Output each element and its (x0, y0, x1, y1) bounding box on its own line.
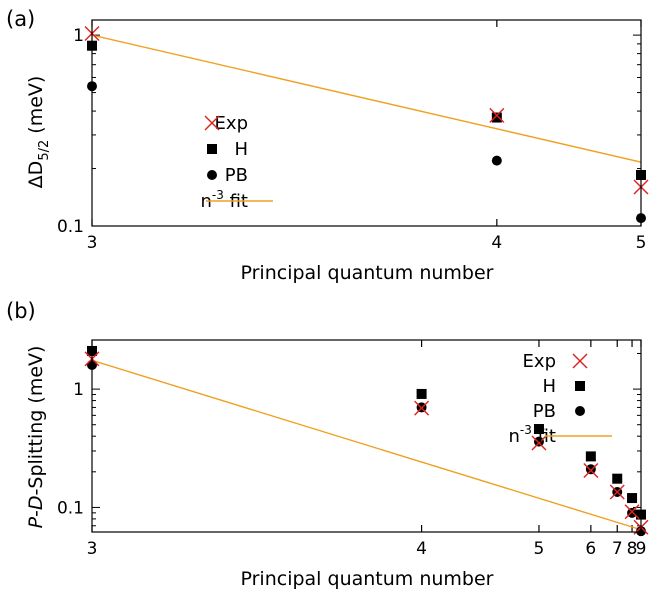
y-axis-label-b-d: D (25, 495, 47, 510)
exp-point-b-8 (624, 504, 640, 520)
h-point-b-8 (627, 493, 638, 504)
panel-a: (a) ΔD5/2 (meV) Principal quantum number… (6, 7, 649, 284)
y-tick-label-b-1: 1 (73, 380, 84, 400)
y-axis-label-b: P-D-Splitting (meV) (25, 346, 47, 529)
exp-point-a-4 (489, 107, 505, 123)
exp-point-b-6 (583, 463, 599, 479)
legend-label-b-0: Exp (523, 351, 556, 372)
y-axis-label-b-p: P (25, 516, 47, 528)
exp-point-b-7 (609, 484, 625, 500)
panel-label-a: (a) (6, 7, 35, 31)
h-point-b-4 (416, 388, 427, 399)
y-axis-label-b-dash: - (25, 510, 47, 517)
x-tick-label-b-5: 5 (534, 539, 545, 559)
legend-marker-a-cross (204, 115, 220, 131)
plot-frame-b (91, 339, 642, 533)
x-tick-label-b-7: 7 (612, 539, 623, 559)
plot-frame-a (91, 19, 642, 227)
y-axis-label-a-main: ΔD (25, 161, 47, 189)
svg-text:ΔD5/2 (meV): ΔD5/2 (meV) (25, 76, 52, 189)
h-point-b-6 (585, 451, 596, 462)
legend-label-a-2: PB (225, 165, 248, 186)
legend-marker-b-square (575, 381, 585, 391)
pb-point-b-5 (533, 436, 544, 447)
exp-point-b-4 (414, 400, 430, 416)
legend-label-b-3: n-3 fit (508, 423, 556, 447)
x-tick-label-b-4: 4 (416, 539, 427, 559)
legend-label-a-1: H (234, 139, 248, 160)
h-point-a-4 (491, 112, 502, 123)
pb-point-b-8 (627, 507, 638, 518)
legend-marker-b-circle (575, 406, 585, 416)
fit-line-b (91, 359, 642, 531)
legend-marker-b-cross (572, 353, 588, 369)
x-tick-label-b-6: 6 (585, 539, 596, 559)
x-tick-label-a-3: 3 (87, 233, 98, 253)
y-tick-label-b-0.1: 0.1 (57, 498, 84, 518)
legend-label-b-2: PB (533, 401, 556, 422)
exp-point-b-5 (531, 435, 547, 451)
y-tick-label-a-1: 1 (73, 26, 84, 46)
x-axis-label-a: Principal quantum number (241, 262, 494, 284)
y-axis-label-b-rest: -Splitting (meV) (25, 346, 47, 496)
h-point-b-7 (612, 473, 623, 484)
legend-marker-a-square (207, 144, 217, 154)
x-tick-label-a-5: 5 (636, 233, 647, 253)
legend-label-a-3: n-3 fit (200, 188, 248, 212)
legend-label-b-1: H (542, 376, 556, 397)
h-point-b-5 (533, 424, 544, 435)
fit-line-a (91, 34, 642, 163)
legend-marker-a-circle (207, 170, 217, 180)
panel-b: (b) P-D-Splitting (meV) Principal quantu… (6, 299, 649, 590)
y-axis-label-a-unit: (meV) (25, 76, 47, 140)
svg-text:P-D-Splitting (meV): P-D-Splitting (meV) (25, 346, 47, 529)
x-tick-label-a-4: 4 (491, 233, 502, 253)
y-tick-label-a-0.1: 0.1 (57, 217, 84, 237)
pb-point-b-6 (585, 464, 596, 475)
panel-label-b: (b) (6, 299, 36, 323)
x-axis-label-b: Principal quantum number (241, 568, 494, 590)
x-tick-label-b-3: 3 (87, 539, 98, 559)
legend-label-a-0: Exp (215, 113, 248, 134)
x-tick-label-b-8: 8 (627, 539, 638, 559)
x-tick-label-b-9: 9 (636, 539, 647, 559)
pb-point-a-4 (491, 155, 502, 166)
y-axis-label-a-subscript: 5/2 (37, 140, 52, 161)
y-axis-label-a: ΔD5/2 (meV) (25, 76, 52, 189)
